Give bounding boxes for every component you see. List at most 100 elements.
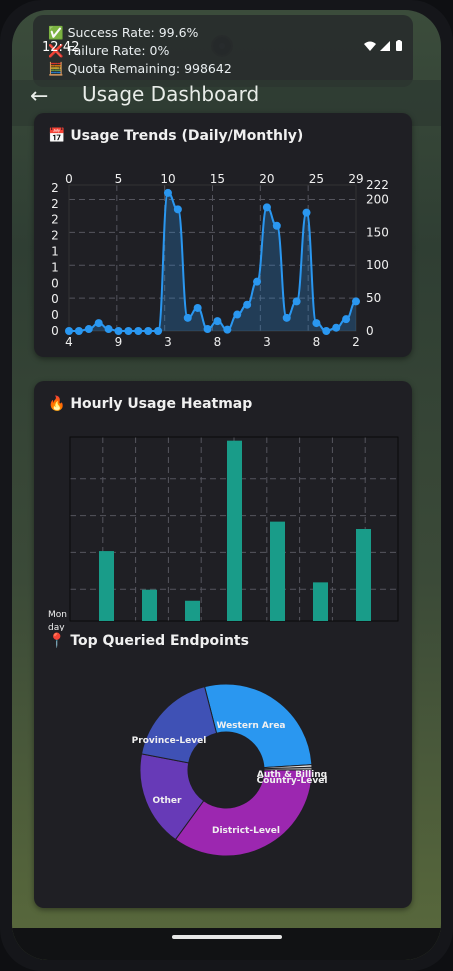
quota-text: Quota Remaining: 998642 <box>67 61 232 76</box>
donut-slice <box>174 769 313 857</box>
trend-point <box>253 277 262 286</box>
trend-left-tick: 0 <box>51 276 59 290</box>
success-icon: ✅ <box>48 25 64 40</box>
donut-label: Western Area <box>216 721 285 731</box>
trend-point <box>352 297 360 306</box>
trend-point <box>114 327 123 335</box>
heat-bar <box>227 440 242 621</box>
donut-slice <box>204 683 313 769</box>
trend-point <box>312 319 321 328</box>
abacus-icon: 🧮 <box>48 61 64 76</box>
home-gesture-bar[interactable] <box>172 935 282 939</box>
trend-point <box>124 327 133 335</box>
trend-point <box>154 327 163 335</box>
trend-left-tick: 1 <box>51 245 59 259</box>
trend-top-tick: 0 <box>65 172 73 186</box>
notification-panel[interactable]: ✅ Success Rate: 99.6% ❌ Failure Rate: 0%… <box>33 15 413 87</box>
usage-trends-title-text: Usage Trends (Daily/Monthly) <box>70 128 304 144</box>
usage-trends-title: 📅 Usage Trends (Daily/Monthly) <box>48 128 303 144</box>
heatmap-title-text: Hourly Usage Heatmap <box>70 396 253 412</box>
navigation-bar <box>12 928 441 960</box>
page-title: Usage Dashboard <box>82 82 260 106</box>
trend-right-tick: 222 <box>366 178 389 192</box>
trend-left-tick: 2 <box>51 197 59 211</box>
trend-point <box>322 327 331 335</box>
trend-top-tick: 5 <box>115 172 123 186</box>
trend-top-tick: 15 <box>210 172 225 186</box>
trend-point <box>332 323 341 332</box>
trend-top-tick: 10 <box>160 172 175 186</box>
trend-point <box>272 221 281 230</box>
trend-bottom-tick: 8 <box>214 335 222 349</box>
trend-point <box>223 325 232 334</box>
trend-left-tick: 2 <box>51 229 59 243</box>
trend-point <box>183 313 192 322</box>
wifi-signal-battery-icon <box>364 40 402 51</box>
trend-point <box>84 325 93 334</box>
donut-label: Other <box>153 796 182 806</box>
trend-bottom-tick: 2 <box>352 335 360 349</box>
status-time: 12:42 <box>42 40 80 55</box>
trend-bottom-tick: 3 <box>164 335 172 349</box>
trend-point <box>74 327 83 335</box>
endpoints-title: 📍 Top Queried Endpoints <box>48 633 249 649</box>
trend-point <box>193 303 202 312</box>
system-icons <box>363 40 407 55</box>
trend-point <box>262 203 271 212</box>
trend-top-tick: 20 <box>259 172 274 186</box>
trend-left-tick: 0 <box>51 324 59 338</box>
donut-slice <box>140 686 218 764</box>
endpoints-title-text: Top Queried Endpoints <box>70 633 249 649</box>
quota-line: 🧮 Quota Remaining: 998642 <box>48 61 232 77</box>
heat-row-label-1: Mon <box>48 610 67 620</box>
fire-icon: 🔥 <box>48 396 66 412</box>
trend-point <box>282 313 291 322</box>
trend-point <box>144 327 153 335</box>
usage-trends-chart: 0 5 10 15 20 25 294 9 3 8 3 8 2050100150200222000011… <box>51 172 389 349</box>
screen: ✅ Success Rate: 99.6% ❌ Failure Rate: 0%… <box>12 10 441 960</box>
trend-point <box>243 300 252 309</box>
trend-bottom-tick: 3 <box>263 335 271 349</box>
trend-point <box>302 208 311 217</box>
heatmap-title: 🔥 Hourly Usage Heatmap <box>48 396 252 412</box>
hourly-heatmap-card: 🔥 Hourly Usage Heatmap Mon day 📍 Top Quer… <box>34 381 412 908</box>
trend-left-tick: 2 <box>51 181 59 195</box>
trend-top-tick: 25 <box>309 172 324 186</box>
heat-bar <box>185 600 200 621</box>
trend-top-tick: 29 <box>348 172 363 186</box>
trend-point <box>292 297 301 306</box>
trend-point <box>342 315 351 324</box>
trend-plot-border <box>68 184 357 332</box>
failure-rate-text: Failure Rate: 0% <box>67 43 170 58</box>
heat-bar <box>356 529 371 621</box>
trend-right-tick: 150 <box>366 225 389 239</box>
back-arrow-icon[interactable]: ← <box>30 84 49 109</box>
heat-bar <box>313 582 328 621</box>
usage-trends-card: 📅 Usage Trends (Daily/Monthly) 0 5 10 15 20 2… <box>34 113 412 357</box>
heat-row-label-2: day <box>48 623 65 631</box>
trend-point <box>173 205 182 214</box>
trend-left-tick: 0 <box>51 308 59 322</box>
heatmap-chart: Mon day <box>48 436 399 631</box>
trend-right-tick: 200 <box>366 192 389 206</box>
trend-point <box>94 319 103 328</box>
calendar-icon: 📅 <box>48 128 66 144</box>
trend-point <box>65 327 73 335</box>
trend-left-tick: 0 <box>51 292 59 306</box>
trend-right-tick: 50 <box>366 291 381 305</box>
trend-point <box>104 325 113 334</box>
heat-bar <box>270 521 285 621</box>
heat-bar <box>99 551 114 621</box>
trend-bottom-tick: 8 <box>313 335 321 349</box>
trend-point <box>213 317 222 326</box>
trend-right-tick: 100 <box>366 258 389 272</box>
success-rate-text: Success Rate: 99.6% <box>67 25 199 40</box>
trend-point <box>134 327 143 335</box>
pin-icon: 📍 <box>48 633 66 649</box>
trend-point <box>203 325 212 334</box>
failure-rate-line: ❌ Failure Rate: 0% <box>48 43 169 59</box>
trend-right-tick: 0 <box>366 324 374 338</box>
donut-label: Auth & Billing <box>257 770 327 780</box>
trend-left-tick: 1 <box>51 260 59 274</box>
